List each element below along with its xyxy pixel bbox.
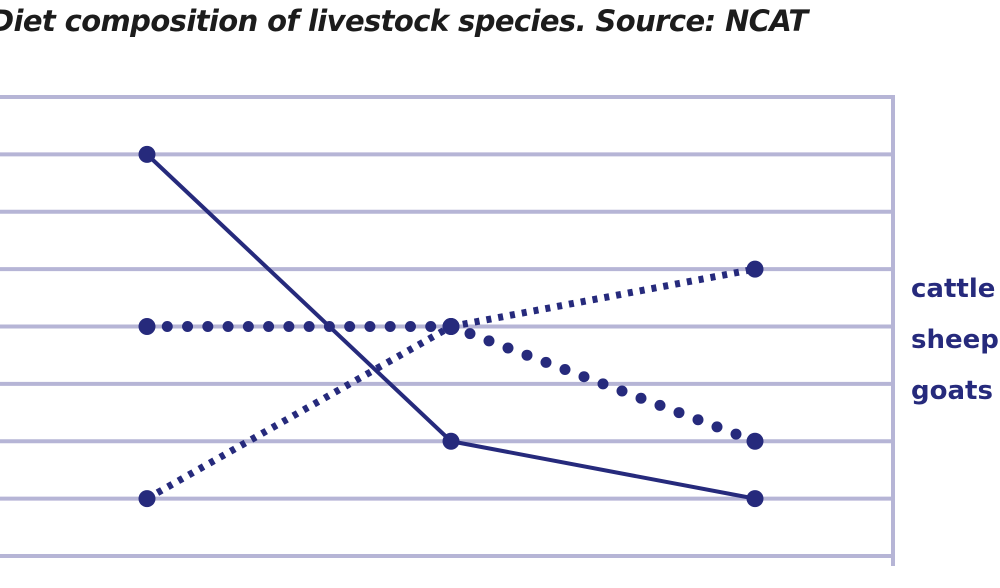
series-dot-sheep [692,414,704,426]
series-dot-sheep [559,364,571,376]
series-dot-sheep [711,421,723,433]
series-line-goats [145,323,453,502]
legend: cattle sheep goats [911,274,999,406]
series-dot-sheep [673,407,685,419]
chart-title: Diet composition of livestock species. S… [0,4,808,38]
series-dot-sheep [616,385,628,397]
data-point-cattle [746,490,764,508]
series-dot-sheep [344,321,356,332]
data-markers [138,145,764,508]
series-dot-sheep [364,321,376,332]
series-dot-sheep [464,328,476,340]
series-dot-sheep [323,321,335,332]
data-point-goats [442,318,460,335]
data-point-goats [746,260,764,278]
series-dot-sheep [578,371,590,383]
data-point-cattle [138,145,156,163]
series-dot-sheep [242,321,254,332]
legend-label-cattle: cattle [911,274,995,304]
data-point-sheep [746,432,764,450]
series-line-cattle [449,439,757,501]
data-point-sheep [138,318,156,335]
data-point-cattle [442,432,460,450]
series-dot-sheep [521,349,533,361]
series-dot-sheep [404,321,416,332]
series-dot-sheep [283,321,295,332]
series-dot-sheep [483,335,495,347]
series-dot-sheep [654,399,666,411]
legend-label-sheep: sheep [911,325,999,355]
series-dot-sheep [730,428,742,440]
series-dot-sheep [202,321,214,332]
series-dot-sheep [540,356,552,368]
series-dot-sheep [222,321,234,332]
data-point-goats [138,490,156,508]
series-dot-sheep [425,321,437,332]
series-dot-sheep [502,342,514,354]
series-dot-sheep [597,378,609,390]
series-lines [145,152,757,502]
series-line-goats [450,265,756,330]
series-dot-sheep [182,321,194,332]
series-dot-sheep [303,321,315,332]
series-dot-sheep [263,321,275,332]
legend-label-goats: goats [911,376,993,406]
series-line-cattle [145,152,453,444]
series-dot-sheep [384,321,396,332]
series-dot-sheep [635,392,647,404]
series-dot-sheep [161,321,173,332]
